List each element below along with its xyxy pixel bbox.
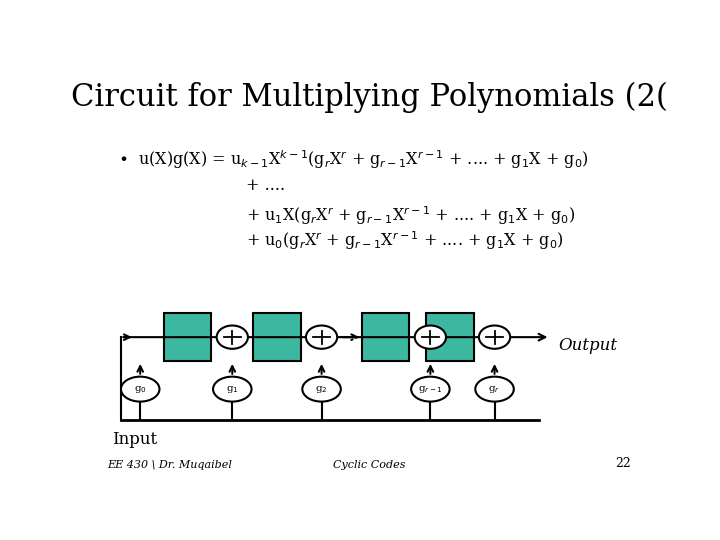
Bar: [362, 313, 410, 361]
Text: g$_0$: g$_0$: [134, 383, 147, 395]
Circle shape: [415, 326, 446, 349]
Text: g$_1$: g$_1$: [226, 383, 238, 395]
Text: + u$_1$X(g$_r$X$^r$ + g$_{r-1}$X$^{r-1}$ + .... + g$_1$X + g$_0$): + u$_1$X(g$_r$X$^r$ + g$_{r-1}$X$^{r-1}$…: [246, 204, 575, 227]
Text: Circuit for Multiplying Polynomials (2(: Circuit for Multiplying Polynomials (2(: [71, 82, 667, 113]
Ellipse shape: [475, 377, 514, 402]
Bar: [426, 313, 474, 361]
Ellipse shape: [121, 377, 159, 402]
Circle shape: [479, 326, 510, 349]
Ellipse shape: [411, 377, 449, 402]
Text: + u$_0$(g$_r$X$^r$ + g$_{r-1}$X$^{r-1}$ + .... + g$_1$X + g$_0$): + u$_0$(g$_r$X$^r$ + g$_{r-1}$X$^{r-1}$ …: [246, 229, 564, 252]
Bar: [253, 313, 301, 361]
Ellipse shape: [213, 377, 251, 402]
Circle shape: [306, 326, 337, 349]
Text: 22: 22: [616, 457, 631, 470]
Text: + ....: + ....: [246, 177, 285, 194]
Text: Output: Output: [559, 337, 618, 354]
Text: Cyclic Codes: Cyclic Codes: [333, 460, 405, 470]
Text: g$_r$: g$_r$: [488, 383, 500, 395]
Text: EE 430 \ Dr. Muqaibel: EE 430 \ Dr. Muqaibel: [107, 460, 232, 470]
Text: $\bullet$  u(X)g(X) = u$_{k-1}$X$^{k-1}$(g$_r$X$^r$ + g$_{r-1}$X$^{r-1}$ + .... : $\bullet$ u(X)g(X) = u$_{k-1}$X$^{k-1}$(…: [118, 148, 589, 171]
Circle shape: [217, 326, 248, 349]
Bar: [164, 313, 212, 361]
Text: g$_{r-1}$: g$_{r-1}$: [418, 383, 443, 395]
Ellipse shape: [302, 377, 341, 402]
Text: Input: Input: [112, 431, 158, 448]
Text: g$_2$: g$_2$: [315, 383, 328, 395]
